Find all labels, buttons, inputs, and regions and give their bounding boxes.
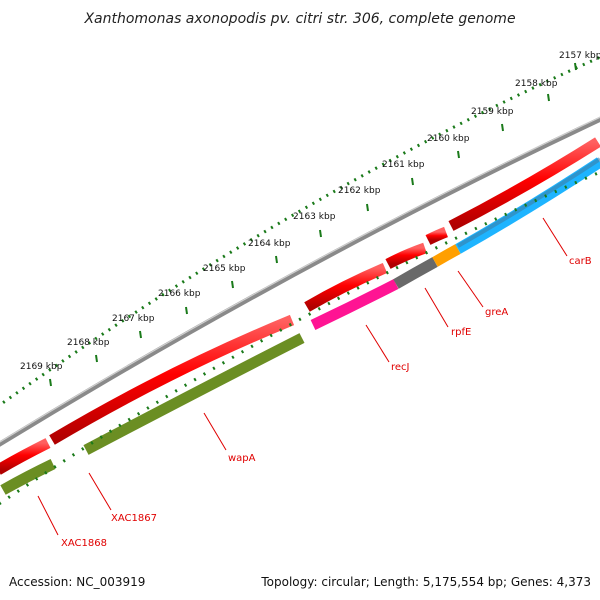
ruler-tick: [411, 177, 414, 186]
ruler-tick-label: 2165 kbp: [203, 264, 246, 274]
gene-label-recj[interactable]: recJ: [391, 362, 410, 373]
ruler-tick: [457, 150, 460, 159]
gene-label-rpfe[interactable]: rpfE: [451, 327, 471, 338]
gene-labels: carB greA rpfE recJ wapA XAC1867 XAC1868: [61, 256, 592, 549]
gene-label-xac1868[interactable]: XAC1868: [61, 538, 107, 549]
ruler-tick: [275, 255, 278, 264]
ruler-tick-label: 2167 kbp: [112, 314, 155, 324]
ruler-tick-label: 2160 kbp: [427, 134, 470, 144]
gene-xac1868-bar[interactable]: [0, 459, 56, 495]
scale-ruler-ticks: [49, 62, 577, 387]
ruler-tick-label: 2168 kbp: [67, 338, 110, 348]
gene-rpfe-forward-bar[interactable]: [385, 242, 427, 269]
ruler-tick: [366, 203, 369, 212]
gene-recj-forward-bar[interactable]: [304, 262, 388, 312]
gene-carb-bar[interactable]: [455, 157, 600, 254]
gene-label-leaders: [37, 217, 568, 536]
ruler-tick: [139, 330, 142, 339]
gene-rpfe-bar[interactable]: [393, 257, 438, 289]
ruler-tick-label: 2162 kbp: [338, 186, 381, 196]
ruler-tick: [547, 93, 550, 102]
ruler-tick: [49, 378, 52, 387]
genome-summary-text: Topology: circular; Length: 5,175,554 bp…: [260, 575, 591, 589]
ruler-tick-label: 2158 kbp: [515, 79, 558, 89]
gene-label-carb[interactable]: carB: [569, 256, 592, 267]
ruler-tick: [231, 280, 234, 289]
gene-carb-forward-bar[interactable]: [448, 137, 600, 231]
gene-label-grea[interactable]: greA: [485, 307, 508, 318]
genome-backbone: [0, 116, 600, 447]
forward-strand-genes: [0, 137, 600, 475]
accession-text: Accession: NC_003919: [9, 575, 145, 589]
annotated-genes: [0, 157, 600, 495]
ruler-tick-label: 2164 kbp: [248, 239, 291, 249]
gene-xac1867-forward-bar[interactable]: [49, 314, 295, 445]
ruler-tick-label: 2163 kbp: [293, 212, 336, 222]
gene-grea-forward-bar[interactable]: [425, 226, 448, 245]
gene-label-xac1867[interactable]: XAC1867: [111, 513, 157, 524]
map-title: Xanthomonas axonopodis pv. citri str. 30…: [83, 11, 515, 27]
ruler-tick-label: 2169 kbp: [20, 362, 63, 372]
ruler-tick-label: 2161 kbp: [382, 160, 425, 170]
gene-label-wapa[interactable]: wapA: [228, 453, 256, 464]
scale-ruler-track: [0, 55, 600, 407]
ruler-tick: [501, 123, 504, 132]
ruler-tick: [319, 229, 322, 238]
gene-xac1868-forward-bar[interactable]: [0, 438, 51, 475]
ruler-tick-label: 2157 kbp: [559, 51, 600, 61]
ruler-tick: [185, 306, 188, 315]
ruler-tick-label: 2159 kbp: [471, 107, 514, 117]
gene-grea-bar[interactable]: [432, 244, 461, 267]
ruler-tick-label: 2166 kbp: [158, 289, 201, 299]
scale-ruler-labels: 2157 kbp 2158 kbp 2159 kbp 2160 kbp 2161 kbp…: [20, 51, 600, 372]
ruler-tick: [574, 62, 577, 71]
ruler-tick: [95, 354, 98, 363]
gene-recj-bar[interactable]: [310, 279, 399, 330]
gene-wapa-bar[interactable]: [83, 333, 305, 455]
gene-carb-bar-shade: [457, 157, 600, 248]
genome-backbone-highlight: [0, 116, 600, 443]
